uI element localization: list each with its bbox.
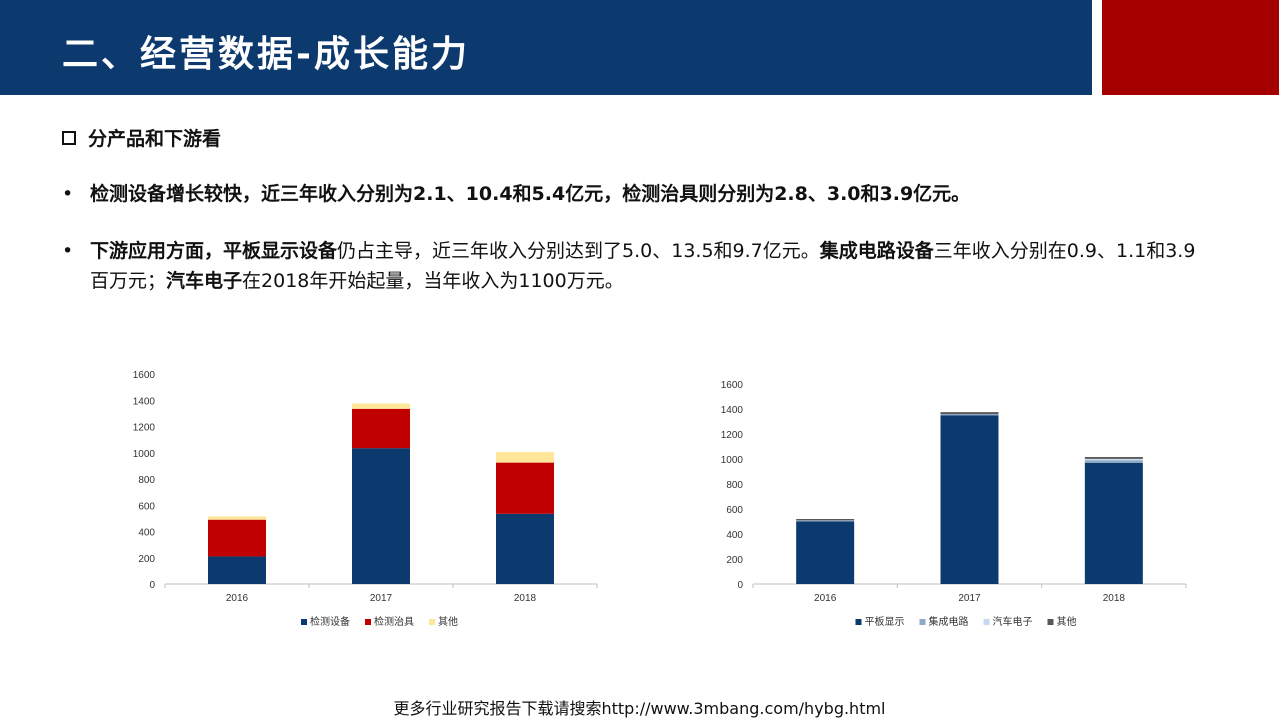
y-tick-label: 400 [726,530,743,541]
legend-swatch [429,619,435,625]
header-accent-block [1102,0,1279,95]
chart-by-product: 0 200 400 600 800 1000 1200 1400 1600 2016 2017 201… [120,360,600,640]
bar-segment [940,412,999,414]
bullet-1-text: 检测设备增长较快，近三年收入分别为2.1、10.4和5.4亿元，检测治具则分别为… [90,183,971,205]
x-tick-label: 2016 [814,593,837,604]
y-tick-label: 1600 [133,370,156,381]
y-tick-label: 1600 [721,380,744,391]
y-tick-label: 200 [138,554,155,565]
y-tick-label: 800 [138,475,155,486]
bullet-2-bold-1: 下游应用方面，平板显示设备 [90,240,338,262]
legend-label: 汽车电子 [993,615,1033,628]
legend-swatch [855,619,862,625]
bar-segment [1084,458,1143,461]
y-tick-label: 600 [726,505,743,516]
x-tick-label: 2017 [958,593,981,604]
chart-by-downstream-svg: 0 200 400 600 800 1000 1200 1400 1600 2016 2017 201… [721,380,1187,628]
x-tick-label: 2017 [370,593,393,604]
bar-segment [208,516,266,520]
bullet-2-bold-2: 集成电路设备 [819,240,934,262]
y-tick-label: 0 [737,580,743,591]
legend-label: 其他 [438,615,458,628]
bar-segment [796,519,855,521]
y-tick-label: 200 [726,555,743,566]
footer-text: 更多行业研究报告下载请搜索http://www.3mbang.com/hybg.… [393,699,886,718]
bullet-dot-icon: • [62,183,74,205]
bullet-2-text-1: 仍占主导，近三年收入分别达到了5.0、13.5和9.7亿元。 [337,240,820,262]
legend-label: 检测设备 [310,615,350,628]
legend-label: 检测治具 [374,615,414,628]
bullet-dot-icon: • [62,240,74,262]
y-tick-label: 1200 [721,430,744,441]
bar-segment [352,448,410,584]
bar-segment [496,513,554,584]
page-title: 二、经营数据-成长能力 [62,34,470,75]
y-tick-label: 0 [149,580,155,591]
bar-segment [796,520,855,522]
legend-swatch [983,619,990,625]
legend-swatch [1047,619,1054,625]
y-tick-label: 1000 [133,449,156,460]
bullet-2-bold-3: 汽车电子 [166,270,243,292]
bar-segment [940,414,999,416]
y-tick-label: 600 [138,501,155,512]
legend-swatch [301,619,307,625]
y-tick-label: 1000 [721,455,744,466]
bar-segment [352,408,410,449]
section-heading: 分产品和下游看 [62,124,221,151]
legend-label: 平板显示 [865,615,905,628]
bar-segment [796,521,855,584]
x-tick-label: 2016 [226,593,249,604]
section-heading-text: 分产品和下游看 [88,128,222,150]
header-bar [0,0,1092,95]
legend-label: 其他 [1057,615,1077,628]
bar-segment [208,519,266,557]
legend-label: 集成电路 [929,615,969,628]
chart-by-product-svg: 0 200 400 600 800 1000 1200 1400 1600 2016 2017 201… [133,370,598,628]
legend-swatch [365,619,371,625]
chart-by-downstream: 0 200 400 600 800 1000 1200 1400 1600 2016 2017 201… [708,360,1198,640]
bar-segment [1084,462,1143,584]
square-bullet-icon [62,130,76,145]
y-tick-label: 1400 [133,396,156,407]
bar-segment [496,462,554,514]
y-tick-label: 800 [726,480,743,491]
bar-segment [208,556,266,584]
bar-segment [1084,460,1143,463]
bar-segment [496,452,554,463]
bullet-2-text-2: 三年收入分别在0.9、1.1和3.9百万元； [90,240,1196,292]
y-tick-label: 1400 [721,405,744,416]
bullet-item-2: • 下游应用方面，平板显示设备仍占主导，近三年收入分别达到了5.0、13.5和9… [62,236,1202,296]
bar-segment [940,415,999,584]
bullet-item-1: • 检测设备增长较快，近三年收入分别为2.1、10.4和5.4亿元，检测治具则分… [62,179,1202,209]
y-tick-label: 400 [138,528,155,539]
bar-segment [1084,457,1143,459]
y-tick-label: 1200 [133,423,156,434]
x-tick-label: 2018 [1103,593,1126,604]
x-tick-label: 2018 [514,593,537,604]
bullet-2-text-3: 在2018年开始起量，当年收入为1100万元。 [242,270,624,292]
legend-swatch [919,619,926,625]
bar-segment [352,403,410,409]
